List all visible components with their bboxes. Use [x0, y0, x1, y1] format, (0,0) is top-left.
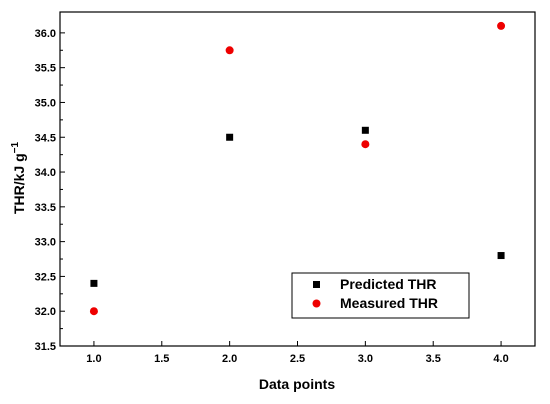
y-tick-label: 36.0	[35, 28, 56, 40]
y-tick-label: 32.5	[35, 271, 56, 283]
x-tick-label: 2.0	[222, 353, 237, 365]
predicted-point	[90, 279, 98, 287]
y-tick-label: 33.5	[35, 202, 56, 214]
y-axis-title-main: THR/kJ g	[11, 153, 27, 214]
measured-point	[497, 21, 506, 30]
series-layer	[89, 21, 506, 316]
y-axis: 31.5 32.0 32.5 33.0 33.5 34.0 34.5 35.0 35.5 36.0	[35, 28, 65, 353]
y-tick-label: 35.0	[35, 97, 56, 109]
x-axis: 1.0 1.5 2.0 2.5 3.0 3.5 4.0	[86, 341, 509, 365]
y-axis-title-superscript: −1	[10, 142, 21, 154]
predicted-point	[226, 133, 234, 141]
measured-point	[225, 46, 234, 55]
legend-box	[291, 272, 470, 319]
x-tick-label: 3.5	[426, 353, 441, 365]
legend-marker-predicted	[313, 281, 320, 288]
predicted-point	[497, 252, 505, 260]
y-tick-label: 31.5	[35, 341, 56, 353]
legend-label-measured: Measured THR	[340, 295, 438, 311]
x-tick-label: 4.0	[493, 353, 508, 365]
x-tick-label: 1.0	[86, 353, 101, 365]
y-tick-label: 34.5	[35, 132, 56, 144]
x-tick-label: 3.0	[358, 353, 373, 365]
y-tick-label: 34.0	[35, 167, 56, 179]
legend-marker-measured	[312, 299, 321, 308]
predicted-point	[361, 126, 369, 134]
x-tick-label: 1.5	[154, 353, 169, 365]
measured-point	[89, 307, 98, 316]
y-tick-label: 32.0	[35, 306, 56, 318]
measured-point	[361, 140, 370, 149]
x-tick-label: 2.5	[290, 353, 305, 365]
legend-label-predicted: Predicted THR	[340, 276, 436, 292]
y-tick-label: 35.5	[35, 63, 56, 75]
y-axis-title: THR/kJ g−1	[10, 142, 27, 215]
legend: Predicted THR Measured THR	[291, 272, 470, 319]
y-tick-label: 33.0	[35, 237, 56, 249]
x-axis-title: Data points	[259, 376, 335, 392]
